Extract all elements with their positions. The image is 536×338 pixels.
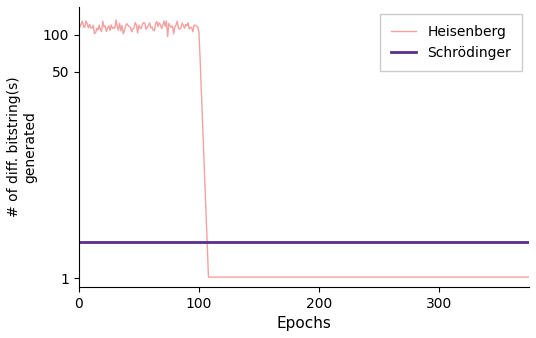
- Heisenberg: [492, 275, 498, 279]
- Schrödinger: [526, 240, 532, 244]
- Schrödinger: [366, 240, 373, 244]
- Schrödinger: [519, 240, 525, 244]
- Heisenberg: [177, 26, 184, 30]
- Heisenberg: [205, 275, 212, 279]
- Schrödinger: [490, 240, 496, 244]
- Heisenberg: [113, 18, 119, 22]
- Schrödinger: [176, 240, 183, 244]
- Heisenberg: [526, 275, 532, 279]
- Y-axis label: # of diff. bitstring(s)
generated: # of diff. bitstring(s) generated: [7, 76, 37, 217]
- Line: Heisenberg: Heisenberg: [79, 20, 529, 277]
- X-axis label: Epochs: Epochs: [277, 316, 331, 331]
- Schrödinger: [255, 240, 261, 244]
- Heisenberg: [76, 22, 82, 26]
- Heisenberg: [327, 275, 334, 279]
- Legend: Heisenberg, Schrödinger: Heisenberg, Schrödinger: [380, 14, 522, 71]
- Heisenberg: [521, 275, 527, 279]
- Schrödinger: [76, 240, 82, 244]
- Heisenberg: [257, 275, 263, 279]
- Heisenberg: [369, 275, 375, 279]
- Schrödinger: [325, 240, 332, 244]
